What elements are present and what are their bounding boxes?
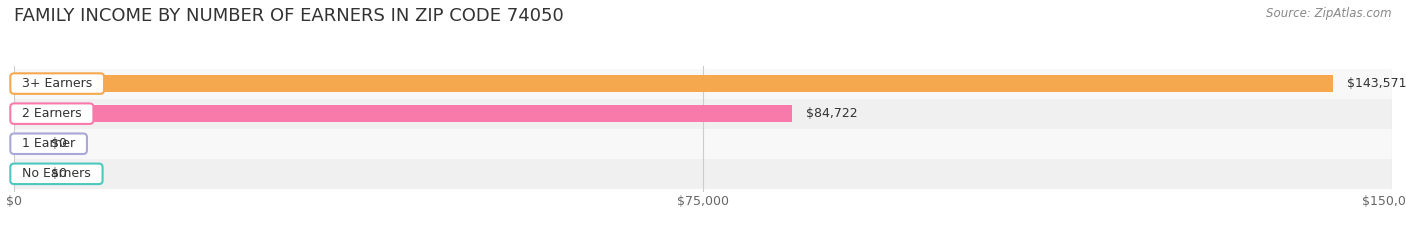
Bar bbox=[14, 75, 1333, 92]
Bar bbox=[14, 135, 37, 152]
Bar bbox=[0, 69, 1392, 99]
Bar bbox=[14, 166, 37, 182]
Text: 3+ Earners: 3+ Earners bbox=[14, 77, 100, 90]
Text: FAMILY INCOME BY NUMBER OF EARNERS IN ZIP CODE 74050: FAMILY INCOME BY NUMBER OF EARNERS IN ZI… bbox=[14, 7, 564, 25]
Bar bbox=[0, 99, 1392, 129]
Text: 2 Earners: 2 Earners bbox=[14, 107, 90, 120]
Text: $0: $0 bbox=[51, 167, 67, 180]
Text: $0: $0 bbox=[51, 137, 67, 150]
Text: $143,571: $143,571 bbox=[1347, 77, 1406, 90]
Bar bbox=[0, 159, 1392, 189]
Text: 1 Earner: 1 Earner bbox=[14, 137, 83, 150]
Bar bbox=[14, 105, 793, 122]
Text: $84,722: $84,722 bbox=[806, 107, 858, 120]
Text: Source: ZipAtlas.com: Source: ZipAtlas.com bbox=[1267, 7, 1392, 20]
Text: No Earners: No Earners bbox=[14, 167, 98, 180]
Bar bbox=[0, 129, 1392, 159]
